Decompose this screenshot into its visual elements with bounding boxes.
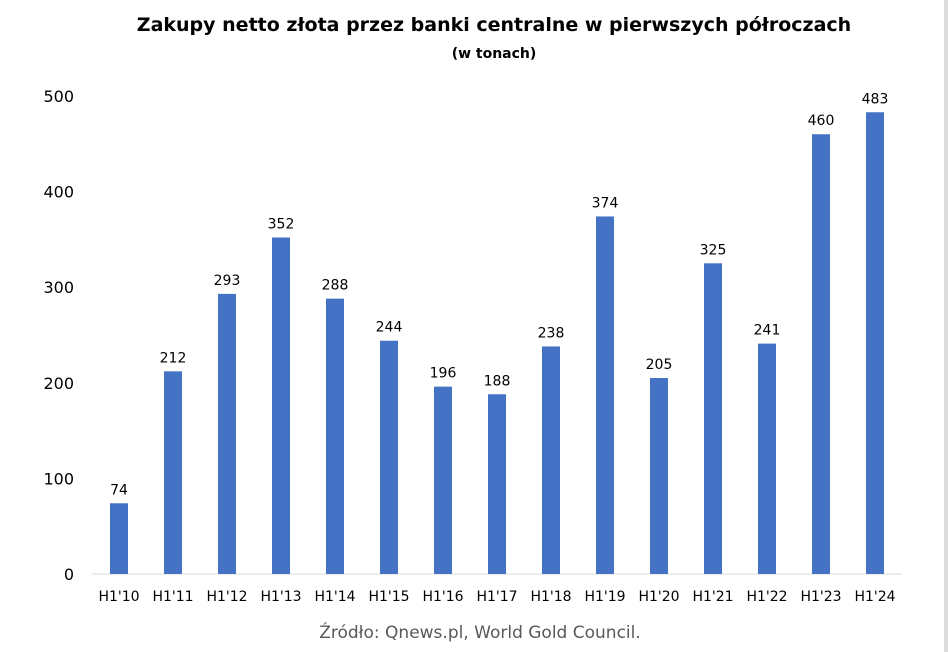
y-tick-label: 0 [64,565,74,584]
x-tick-label: H1'22 [746,589,787,605]
data-label: 238 [538,325,565,341]
x-tick-label: H1'14 [314,589,355,605]
bar [110,503,128,574]
data-label: 212 [160,350,187,366]
x-tick-label: H1'21 [692,589,733,605]
x-tick-label: H1'13 [260,589,301,605]
bar [650,378,668,574]
bar [434,386,452,574]
data-label: 325 [700,242,727,258]
data-label: 244 [376,320,403,336]
data-label: 288 [322,278,349,294]
chart-title: Zakupy netto złota przez banki centralne… [137,14,851,36]
y-tick-label: 100 [43,469,74,488]
y-tick-label: 400 [43,183,74,202]
x-tick-label: H1'16 [422,589,463,605]
bar [812,134,830,575]
data-label: 460 [808,113,835,129]
x-tick-label: H1'19 [584,589,625,605]
x-tick-label: H1'12 [206,589,247,605]
data-label: 483 [862,91,889,107]
data-label: 293 [214,273,241,289]
bar [272,237,290,574]
x-tick-label: H1'11 [152,589,193,605]
data-label: 205 [646,357,673,373]
data-label: 352 [268,216,295,232]
y-tick-label: 200 [43,374,74,393]
bar [380,340,398,574]
x-tick-label: H1'24 [854,589,895,605]
source-note: Źródło: Qnews.pl, World Gold Council. [319,621,641,643]
bar [866,112,884,574]
x-tick-label: H1'15 [368,589,409,605]
bar [218,293,236,574]
bar [542,346,560,574]
value-labels-group: 74 212 293 352 288 244 196 188 238 374 205 325 241 46… [110,91,888,498]
x-tick-label: H1'10 [98,589,139,605]
x-tick-label: H1'23 [800,589,841,605]
data-label: 241 [754,323,781,339]
x-tick-label: H1'17 [476,589,517,605]
bar [488,394,506,574]
y-axis: 0 100 200 300 400 500 [43,87,74,584]
x-tick-label: H1'18 [530,589,571,605]
x-axis-ticks: H1'10 H1'11 H1'12 H1'13 H1'14 H1'15 H1'16 H1'17… [98,589,895,605]
chart-subtitle: (w tonach) [452,46,537,62]
data-label: 188 [484,373,511,389]
y-tick-label: 500 [43,87,74,106]
x-tick-label: H1'20 [638,589,679,605]
bar [758,343,776,574]
data-label: 374 [592,195,619,211]
data-label: 196 [430,366,457,382]
data-label: 74 [110,482,128,498]
bars-group [110,112,884,575]
bar [326,298,344,574]
bar [596,216,614,574]
bar [164,371,182,574]
y-tick-label: 300 [43,278,74,297]
bar [704,263,722,574]
